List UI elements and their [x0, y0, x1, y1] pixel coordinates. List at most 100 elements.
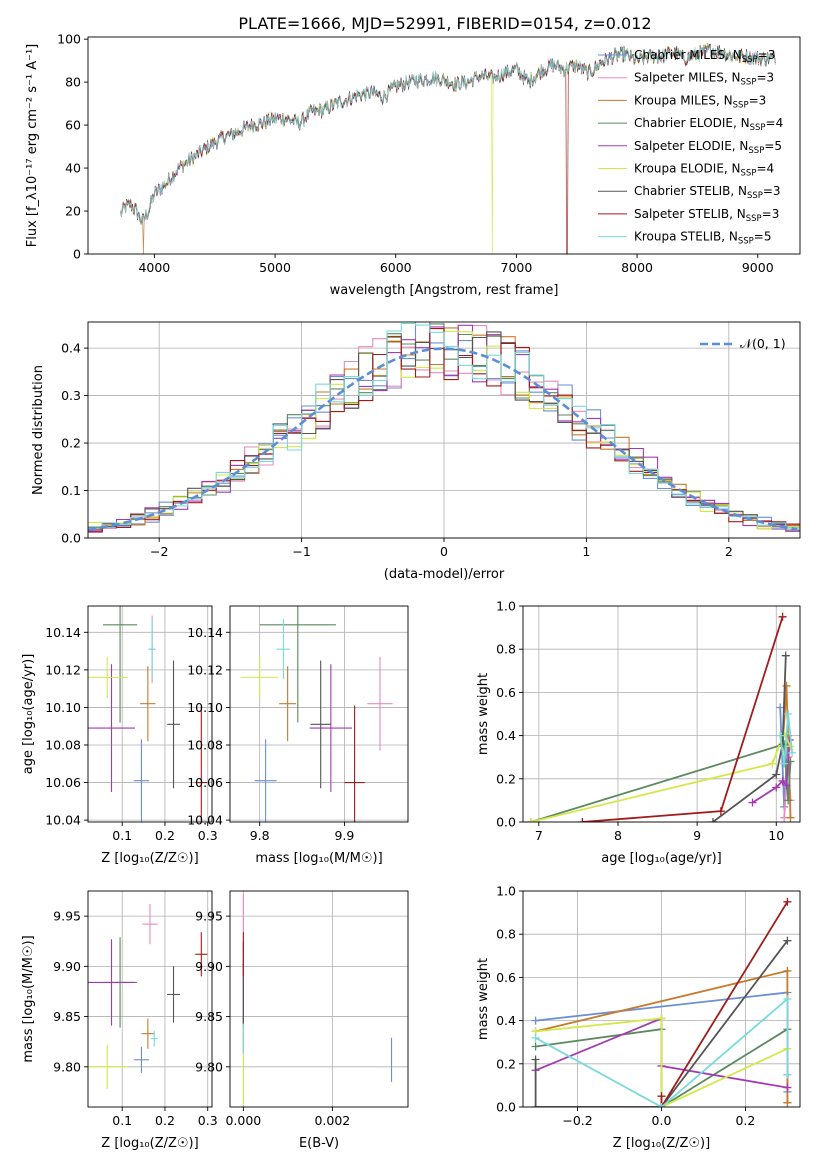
weight-marker-krou_miles — [783, 966, 792, 975]
errorbar-salp_stelib — [195, 932, 208, 977]
weight-marker-krou_stelib — [783, 995, 792, 1003]
x-tick-label: −0.2 — [562, 1113, 592, 1128]
figure-title: PLATE=1666, MJD=52991, FIBERID=0154, z=0… — [238, 14, 651, 33]
y-tick-label: 0.3 — [61, 388, 81, 403]
x-tick-label: −2 — [150, 544, 168, 559]
x-axis-label: wavelength [Angstrom, rest frame] — [330, 283, 559, 298]
y-tick-label: 0.0 — [61, 531, 81, 546]
x-axis-label: Z [log₁₀(Z/Z☉)] — [101, 851, 198, 866]
x-tick-label: 5000 — [259, 260, 291, 275]
weight-marker-salp_stelib — [716, 807, 725, 816]
weight-marker-krou_elodie — [526, 818, 535, 822]
y-tick-label: 9.85 — [53, 1009, 81, 1024]
weight-line-chab_stelib — [534, 940, 789, 1107]
weight-marker-chab_stelib — [783, 936, 792, 945]
legend-label-chab_elodie: Chabrier ELODIE, NSSP=4 — [634, 116, 783, 133]
legend-label-salp_miles: Salpeter MILES, NSSP=3 — [634, 71, 774, 88]
y-tick-label: 9.90 — [53, 959, 81, 974]
x-tick-label: 9.9 — [334, 828, 354, 843]
y-axis-label: Flux [f_λ10⁻¹⁷ erg cm⁻² s⁻¹ A⁻¹] — [25, 44, 40, 248]
y-axis-label: mass weight — [476, 958, 491, 1040]
x-tick-label: 9000 — [742, 260, 774, 275]
x-tick-label: 0.2 — [735, 1113, 755, 1128]
x-tick-label: 9 — [693, 828, 701, 843]
x-axis-label: (data-model)/error — [384, 567, 505, 582]
legend-label-salp_elodie: Salpeter ELODIE, NSSP=5 — [634, 139, 782, 156]
weight-line-krou_elodie — [530, 731, 792, 822]
y-tick-label: 40 — [65, 161, 81, 176]
plot-area — [526, 612, 797, 822]
weight-marker-chab_miles — [776, 703, 785, 712]
grid — [230, 606, 408, 822]
weight-marker-krou_elodie — [657, 1014, 666, 1023]
y-tick-label: 100 — [57, 32, 81, 47]
weight-marker-salp_stelib — [578, 818, 587, 822]
weight-marker-salp_stelib — [657, 1092, 666, 1101]
errorbar-krou_stelib — [148, 619, 156, 680]
y-tick-label: 0.4 — [496, 728, 516, 743]
errorbar-chab_stelib — [310, 660, 331, 789]
axes-frame — [87, 605, 213, 823]
x-axis-label: Z [log₁₀(Z/Z☉)] — [613, 1136, 710, 1151]
weight-marker-salp_elodie — [748, 798, 757, 807]
legend-label-krou_elodie: Kroupa ELODIE, NSSP=4 — [634, 162, 774, 179]
legend-label-normal: 𝒩(0, 1) — [740, 336, 786, 351]
weight-marker-krou_stelib — [780, 759, 789, 768]
chart-age_vs_mass: 9.8 9.9 10.04 10.06 10.08 10.10 10.12 10.14 mass… — [187, 605, 409, 866]
chart-residuals: −2 −1 0 1 2 0.0 0.1 0.2 0.3 0.4 (data-model)/error… — [31, 321, 801, 582]
chart-age_vs_Z: 0.1 0.2 0.3 10.04 10.06 10.08 10.10 10.12 10.14 Z… — [21, 605, 218, 866]
errorbar-salp_elodie — [88, 939, 136, 1026]
x-axis-label: mass [log₁₀(M/M☉)] — [255, 851, 382, 866]
errorbar-salp_elodie — [88, 664, 136, 792]
y-tick-label: 9.85 — [195, 1009, 223, 1024]
errorbar-salp_stelib — [344, 705, 365, 822]
errorbar-chab_miles — [254, 739, 277, 822]
x-axis-label: age [log₁₀(age/yr)] — [601, 851, 722, 866]
weight-line-krou_stelib — [779, 713, 793, 764]
y-tick-label: 0 — [73, 247, 81, 262]
plot-area — [242, 894, 393, 1107]
y-tick-label: 0.2 — [496, 771, 516, 786]
legend-label-chab_miles: Chabrier MILES, NSSP=3 — [634, 48, 775, 65]
weight-marker-salp_elodie — [782, 781, 791, 790]
x-tick-label: 6000 — [380, 260, 412, 275]
plot-area — [88, 904, 208, 1089]
y-tick-label: 10.06 — [187, 775, 223, 790]
legend-label-salp_stelib: Salpeter STELIB, NSSP=3 — [634, 207, 779, 224]
x-tick-label: 1 — [582, 544, 590, 559]
y-tick-label: 10.08 — [45, 737, 81, 752]
x-tick-label: 2 — [725, 544, 733, 559]
y-tick-label: 9.95 — [195, 909, 223, 924]
weight-line-chab_elodie — [530, 743, 792, 822]
y-tick-label: 10.14 — [45, 625, 81, 640]
grid — [230, 891, 408, 1107]
errorbar-chab_elodie — [259, 606, 336, 723]
weight-marker-chab_elodie — [531, 1042, 540, 1051]
weight-marker-chab_stelib — [708, 818, 717, 822]
errorbar-chab_miles — [133, 1046, 150, 1073]
y-tick-label: 0.6 — [496, 685, 516, 700]
errorbar-krou_elodie — [241, 656, 279, 699]
x-tick-label: 0 — [440, 544, 448, 559]
y-tick-label: 10.14 — [187, 625, 223, 640]
plot-area — [88, 322, 800, 533]
axes-frame — [522, 605, 801, 823]
errorbar-krou_elodie — [88, 656, 128, 699]
x-tick-label: 0.3 — [198, 1113, 218, 1128]
x-tick-label: 8000 — [621, 260, 653, 275]
errorbar-salp_miles — [142, 904, 158, 945]
weight-marker-krou_stelib — [784, 710, 793, 718]
x-tick-label: 0.1 — [112, 1113, 132, 1128]
y-tick-label: 0.0 — [496, 1100, 516, 1115]
x-tick-label: 4000 — [138, 260, 170, 275]
y-tick-label: 10.10 — [45, 700, 81, 715]
y-tick-label: 10.06 — [45, 775, 81, 790]
weight-marker-krou_stelib — [657, 1103, 666, 1107]
x-tick-label: 0.000 — [225, 1113, 261, 1128]
y-tick-label: 0.2 — [496, 1056, 516, 1071]
errorbar-chab_miles — [133, 739, 150, 822]
weight-marker-chab_stelib — [781, 651, 790, 660]
x-tick-label: 8 — [614, 828, 622, 843]
axes-frame — [229, 890, 409, 1108]
axes-frame — [87, 36, 801, 255]
